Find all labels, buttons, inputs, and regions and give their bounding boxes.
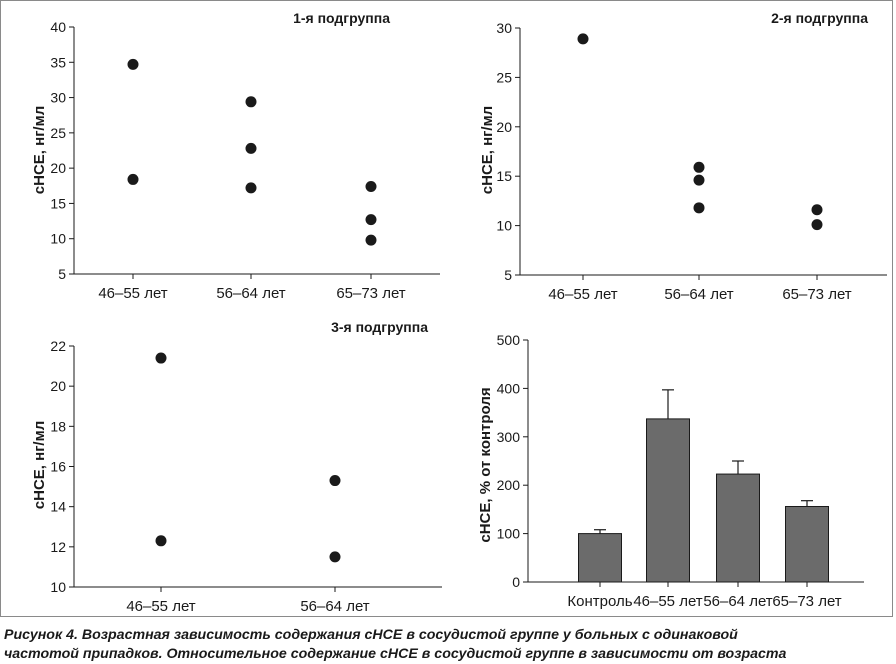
y-tick-label: 15 <box>496 168 512 184</box>
x-tick-label: 65–73 лет <box>772 593 841 610</box>
y-axis-label: сНСЕ, нг/мл <box>479 106 496 194</box>
data-point <box>693 161 705 173</box>
y-tick-label: 10 <box>50 579 66 595</box>
y-tick-label: 22 <box>50 338 66 354</box>
bar <box>716 473 760 583</box>
x-tick-label: 46–55 лет <box>548 286 617 303</box>
data-point <box>693 174 705 186</box>
y-tick-label: 200 <box>497 477 521 493</box>
y-tick-label: 14 <box>50 499 66 515</box>
y-tick-label: 20 <box>50 378 66 394</box>
y-tick-label: 500 <box>497 332 521 348</box>
chart-panel-4: 0 100 200 300 400 500 Контроль 46–55 лет 56–64 л… <box>477 332 864 610</box>
caption-line-1: Рисунок 4. Возрастная зависимость содерж… <box>4 627 738 643</box>
y-tick-label: 12 <box>50 539 66 555</box>
chart-title: 2-я подгруппа <box>771 10 868 26</box>
data-point <box>155 352 167 364</box>
data-point <box>127 173 139 185</box>
x-tick-label: 65–73 лет <box>336 285 405 302</box>
y-tick-label: 30 <box>496 20 512 36</box>
y-tick-label: 20 <box>50 160 66 176</box>
data-point <box>155 535 167 547</box>
y-tick-label: 16 <box>50 459 66 475</box>
data-point <box>577 33 589 45</box>
chart-title: 3-я подгруппа <box>331 319 428 335</box>
y-tick-label: 5 <box>504 267 512 283</box>
bar <box>646 418 690 583</box>
x-tick-label: Контроль <box>567 593 632 610</box>
x-tick-label: 56–64 лет <box>664 286 733 303</box>
chart-title: 1-я подгруппа <box>293 10 390 26</box>
data-point <box>245 142 257 154</box>
data-point <box>693 202 705 214</box>
y-tick-label: 5 <box>58 266 66 282</box>
chart-panel-3: 10 12 14 16 18 20 22 46–55 лет 56–64 лет сНСЕ, нг… <box>31 319 442 615</box>
y-tick-label: 400 <box>497 380 521 396</box>
data-point <box>127 58 139 70</box>
y-axis-label: сНСЕ, нг/мл <box>31 421 48 509</box>
y-tick-label: 18 <box>50 418 66 434</box>
chart-panel-1: 5 10 15 20 25 30 35 40 46–55 лет 56–64 лет 65–73 л… <box>31 10 440 302</box>
data-point <box>329 475 341 487</box>
y-tick-label: 0 <box>512 574 520 590</box>
data-point <box>245 96 257 108</box>
y-axis-label: сНСЕ, нг/мл <box>31 106 48 194</box>
data-point <box>365 180 377 192</box>
y-axis-label: сНСЕ, % от контроля <box>477 387 494 542</box>
data-point <box>329 551 341 563</box>
y-tick-label: 15 <box>50 195 66 211</box>
y-tick-label: 10 <box>50 231 66 247</box>
y-tick-label: 20 <box>496 119 512 135</box>
x-tick-label: 46–55 лет <box>98 285 167 302</box>
x-tick-label: 46–55 лет <box>126 598 195 615</box>
data-point <box>365 214 377 226</box>
y-tick-label: 40 <box>50 19 66 35</box>
x-tick-label: 56–64 лет <box>300 598 369 615</box>
chart-panel-2: 5 10 15 20 25 30 46–55 лет 56–64 лет 65–73 лет сН… <box>479 10 887 303</box>
y-tick-label: 10 <box>496 218 512 234</box>
y-tick-label: 100 <box>497 526 521 542</box>
data-point <box>365 234 377 246</box>
y-tick-label: 35 <box>50 54 66 70</box>
y-tick-label: 25 <box>496 69 512 85</box>
data-point <box>811 219 823 231</box>
data-point <box>245 182 257 194</box>
y-tick-label: 300 <box>497 429 521 445</box>
x-tick-label: 46–55 лет <box>633 593 702 610</box>
x-tick-label: 56–64 лет <box>216 285 285 302</box>
x-tick-label: 65–73 лет <box>782 286 851 303</box>
bar <box>578 533 622 583</box>
figure-caption: Рисунок 4. Возрастная зависимость содерж… <box>4 626 894 664</box>
data-point <box>811 204 823 216</box>
y-tick-label: 30 <box>50 90 66 106</box>
caption-line-2: частотой припадков. Относительное содерж… <box>4 646 787 662</box>
bar <box>785 505 829 583</box>
y-tick-label: 25 <box>50 125 66 141</box>
x-tick-label: 56–64 лет <box>703 593 772 610</box>
